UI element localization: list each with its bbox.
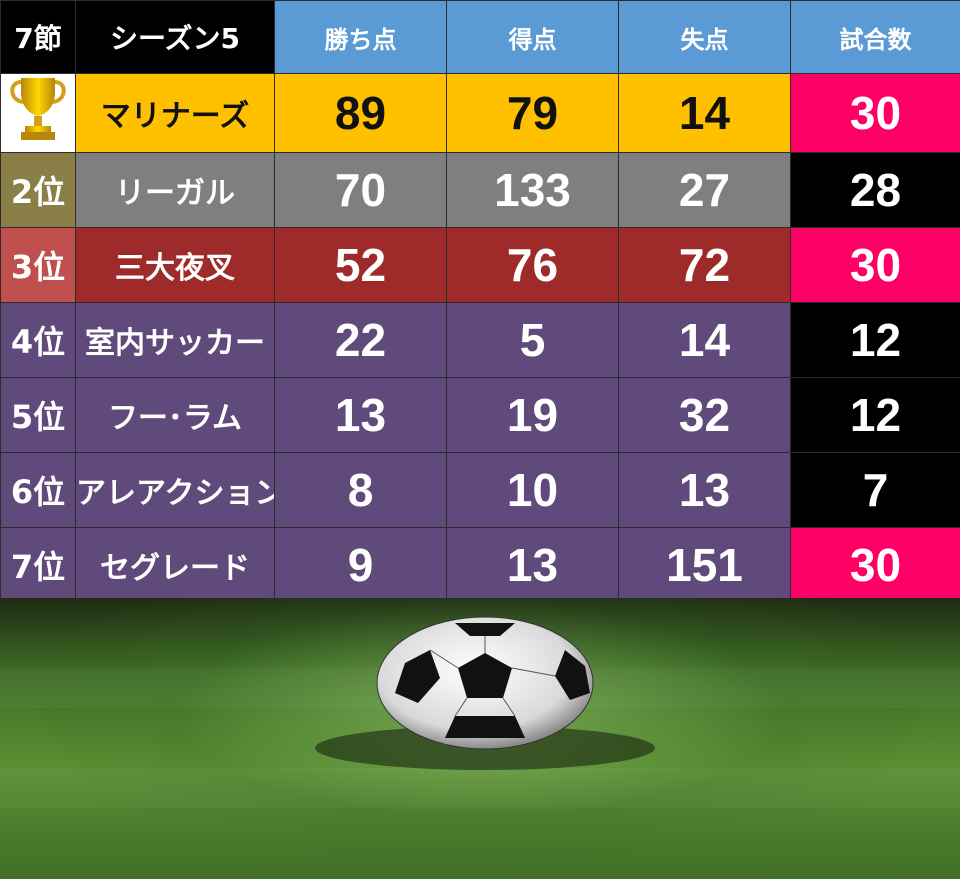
standings-table: 7節 シーズン5 勝ち点 得点 失点 試合数 マリナーズ 89 79 14 30 2位 リー… bbox=[0, 0, 960, 603]
field-stripe bbox=[0, 768, 960, 808]
points-cell: 89 bbox=[274, 73, 447, 153]
team-name: 室内サッカー bbox=[75, 302, 275, 378]
goals-for-cell: 13 bbox=[446, 527, 619, 603]
goals-against-cell: 27 bbox=[618, 152, 791, 228]
season-label: シーズン5 bbox=[75, 0, 275, 74]
goals-for-cell: 5 bbox=[446, 302, 619, 378]
points-cell: 8 bbox=[274, 452, 447, 528]
team-name: セグレード bbox=[75, 527, 275, 603]
soccer-field-background bbox=[0, 598, 960, 879]
soccer-ball-icon bbox=[315, 616, 655, 770]
games-cell: 7 bbox=[790, 452, 960, 528]
table-row: 4位 室内サッカー 22 5 14 12 bbox=[0, 302, 960, 378]
goals-for-cell: 10 bbox=[446, 452, 619, 528]
column-header-goals-for: 得点 bbox=[446, 0, 619, 74]
points-cell: 70 bbox=[274, 152, 447, 228]
round-label: 7節 bbox=[0, 0, 76, 74]
team-name: リーガル bbox=[75, 152, 275, 228]
table-row: マリナーズ 89 79 14 30 bbox=[0, 73, 960, 153]
games-cell: 30 bbox=[790, 73, 960, 153]
table-row: 3位 三大夜叉 52 76 72 30 bbox=[0, 227, 960, 303]
rank-cell: 6位 bbox=[0, 452, 76, 528]
points-cell: 9 bbox=[274, 527, 447, 603]
column-header-goals-against: 失点 bbox=[618, 0, 791, 74]
column-header-points: 勝ち点 bbox=[274, 0, 447, 74]
rank-cell: 5位 bbox=[0, 377, 76, 453]
goals-against-cell: 14 bbox=[618, 302, 791, 378]
goals-against-cell: 32 bbox=[618, 377, 791, 453]
table-row: 7位 セグレード 9 13 151 30 bbox=[0, 527, 960, 603]
games-cell: 30 bbox=[790, 527, 960, 603]
column-header-games: 試合数 bbox=[790, 0, 960, 74]
goals-against-cell: 151 bbox=[618, 527, 791, 603]
team-name: フー･ラム bbox=[75, 377, 275, 453]
goals-for-cell: 19 bbox=[446, 377, 619, 453]
goals-against-cell: 13 bbox=[618, 452, 791, 528]
rank-cell bbox=[0, 73, 76, 153]
games-cell: 30 bbox=[790, 227, 960, 303]
team-name: アレアクション bbox=[75, 452, 275, 528]
header-row: 7節 シーズン5 勝ち点 得点 失点 試合数 bbox=[0, 0, 960, 74]
table-row: 5位 フー･ラム 13 19 32 12 bbox=[0, 377, 960, 453]
goals-for-cell: 76 bbox=[446, 227, 619, 303]
rank-cell: 2位 bbox=[0, 152, 76, 228]
team-name: 三大夜叉 bbox=[75, 227, 275, 303]
goals-against-cell: 72 bbox=[618, 227, 791, 303]
team-name: マリナーズ bbox=[75, 73, 275, 153]
table-row: 2位 リーガル 70 133 27 28 bbox=[0, 152, 960, 228]
points-cell: 52 bbox=[274, 227, 447, 303]
points-cell: 22 bbox=[274, 302, 447, 378]
points-cell: 13 bbox=[274, 377, 447, 453]
goals-for-cell: 133 bbox=[446, 152, 619, 228]
rank-cell: 3位 bbox=[0, 227, 76, 303]
trophy-icon bbox=[7, 78, 69, 152]
games-cell: 12 bbox=[790, 302, 960, 378]
goals-for-cell: 79 bbox=[446, 73, 619, 153]
rank-cell: 4位 bbox=[0, 302, 76, 378]
games-cell: 12 bbox=[790, 377, 960, 453]
rank-cell: 7位 bbox=[0, 527, 76, 603]
goals-against-cell: 14 bbox=[618, 73, 791, 153]
table-row: 6位 アレアクション 8 10 13 7 bbox=[0, 452, 960, 528]
games-cell: 28 bbox=[790, 152, 960, 228]
